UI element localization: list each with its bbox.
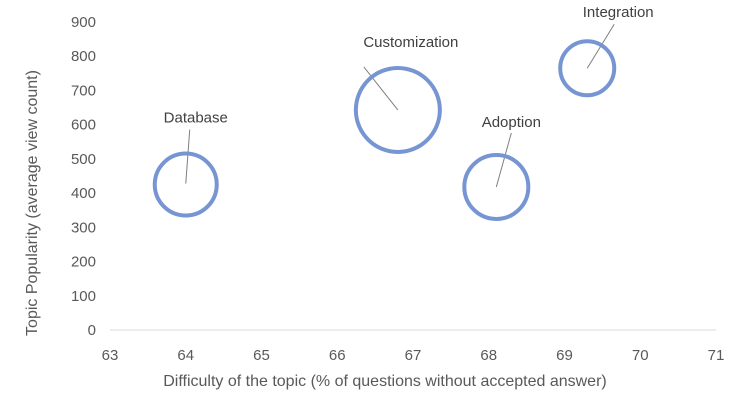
x-tick-label: 63	[102, 347, 119, 364]
bubble-label-database: Database	[164, 110, 228, 127]
x-tick-label: 67	[405, 347, 422, 364]
bubble-adoption	[462, 152, 531, 221]
leader-line	[185, 129, 191, 184]
y-tick-label: 700	[71, 82, 96, 99]
y-tick-label: 800	[71, 48, 96, 65]
y-tick-label: 400	[71, 185, 96, 202]
x-tick-label: 64	[177, 347, 194, 364]
bubble-database	[152, 151, 219, 218]
y-tick-label: 300	[71, 219, 96, 236]
y-axis-ticks: 0 100 200 300 400 500 600 700 800 900	[71, 14, 96, 339]
bubble-customization	[353, 65, 442, 154]
y-tick-label: 200	[71, 254, 96, 271]
x-tick-label: 65	[253, 347, 270, 364]
x-tick-label: 71	[708, 347, 725, 364]
y-axis-title: Topic Popularity (average view count)	[24, 70, 41, 336]
y-tick-label: 0	[88, 322, 96, 339]
y-tick-label: 600	[71, 117, 96, 134]
bubble-labels: Database Customization Adoption Integration	[164, 4, 654, 131]
y-tick-label: 900	[71, 14, 96, 31]
x-tick-label: 66	[329, 347, 346, 364]
bubble-integration	[558, 39, 617, 98]
bubbles	[152, 39, 617, 221]
bubble-label-integration: Integration	[583, 4, 654, 21]
x-tick-label: 68	[480, 347, 497, 364]
bubble-label-adoption: Adoption	[482, 114, 541, 131]
x-axis-ticks: 63 64 65 66 67 68 69 70 71	[102, 347, 725, 364]
x-tick-label: 70	[632, 347, 649, 364]
y-tick-label: 500	[71, 151, 96, 168]
x-tick-label: 69	[556, 347, 573, 364]
y-tick-label: 100	[71, 288, 96, 305]
leader-line	[363, 66, 399, 111]
x-axis-title: Difficulty of the topic (% of questions …	[163, 373, 606, 390]
bubble-label-customization: Customization	[363, 34, 458, 51]
leader-line	[495, 132, 512, 188]
